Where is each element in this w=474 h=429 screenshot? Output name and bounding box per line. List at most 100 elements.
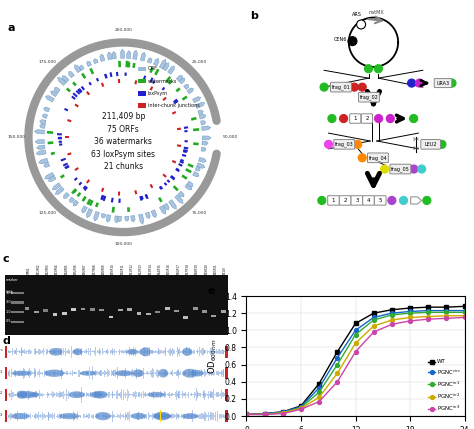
Bar [225,389,228,401]
Bar [9,351,10,353]
Bar [93,416,94,417]
Polygon shape [39,158,48,164]
Bar [181,394,182,395]
Bar [202,348,203,356]
Polygon shape [67,152,72,155]
Polygon shape [159,186,163,190]
Text: 200,000: 200,000 [114,28,132,32]
Bar [173,350,174,354]
Bar [223,350,224,353]
Text: 125,000: 125,000 [38,211,56,215]
Ellipse shape [95,412,111,420]
FancyBboxPatch shape [339,196,351,205]
Text: frag_01: frag_01 [331,84,350,90]
Bar [216,373,217,374]
Bar [151,373,152,374]
Polygon shape [95,202,99,208]
Bar [67,415,68,417]
Bar [153,369,154,377]
Polygon shape [151,210,156,218]
Bar [50,414,51,418]
Bar [76,416,77,417]
Bar [93,351,94,352]
Bar [191,393,192,396]
Bar [13,373,14,374]
Bar [32,415,33,417]
Text: F12/F13: F12/F13 [139,263,143,274]
Bar [64,351,65,352]
Bar [213,371,214,375]
Bar [120,372,121,375]
Bar [203,351,204,353]
Bar [225,410,228,422]
Bar [183,414,184,419]
Bar [81,348,82,356]
Polygon shape [73,200,79,206]
Bar [68,373,69,374]
Bar [193,394,194,395]
Polygon shape [120,49,125,58]
Bar [26,414,27,418]
Bar [21,416,22,417]
Bar [178,371,179,375]
Polygon shape [139,196,143,201]
Bar [170,348,171,356]
Polygon shape [193,142,199,145]
FancyBboxPatch shape [374,196,386,205]
Bar [18,391,19,398]
Bar [173,372,174,374]
Bar [71,393,72,396]
Polygon shape [125,73,127,76]
Bar [90,347,91,356]
Bar [99,350,100,353]
Bar [223,414,224,418]
Bar [118,308,123,311]
Bar [159,394,160,395]
Bar [210,415,211,417]
Bar [139,416,140,417]
Bar [192,393,193,396]
Bar [121,350,122,353]
Text: 150,000: 150,000 [7,135,25,139]
Bar [123,372,124,375]
Bar [105,368,106,379]
Bar [137,413,138,420]
Bar [195,393,196,396]
Bar [155,311,160,313]
Bar [41,415,42,417]
Bar [98,414,99,418]
Polygon shape [149,77,154,83]
Polygon shape [77,88,82,93]
Bar [166,371,167,376]
Polygon shape [47,141,53,144]
Bar [169,392,170,398]
Bar [35,413,36,419]
Bar [141,350,142,353]
Bar [71,348,72,355]
Bar [158,415,159,417]
Bar [75,393,76,397]
Bar [217,351,218,353]
Bar [79,373,80,374]
Bar [56,416,57,417]
Bar [75,372,76,375]
Polygon shape [180,159,184,162]
Bar [75,393,76,396]
Bar [79,370,80,377]
Bar [18,351,19,352]
Bar [117,390,118,399]
Bar [102,348,103,355]
Bar [154,413,155,419]
Bar [65,414,66,418]
Bar [88,372,89,375]
Bar [222,415,223,417]
Bar [145,351,146,352]
Bar [44,394,45,395]
WT [335,349,340,354]
Bar [98,415,99,417]
Bar [176,390,177,399]
Bar [18,371,19,375]
Bar [105,350,106,353]
Bar [89,369,90,377]
PGNC$^{circ}$ [244,412,249,417]
